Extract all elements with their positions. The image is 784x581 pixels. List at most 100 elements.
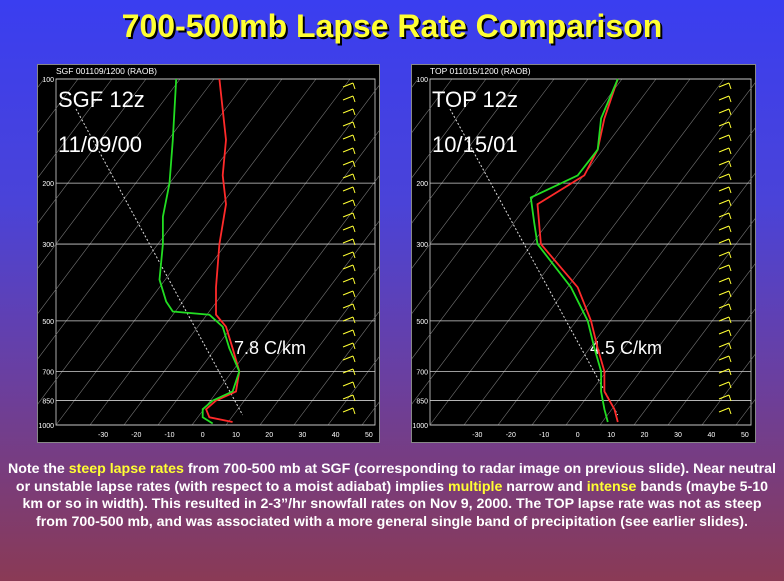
- pressure-tick-label: 1000: [38, 423, 54, 430]
- wind-barb-icon: [342, 212, 356, 220]
- wind-barb-icon: [342, 238, 356, 246]
- wind-barb-icon: [342, 173, 356, 181]
- wind-barb-icon: [718, 277, 732, 285]
- temperature-tick-label: 10: [607, 432, 615, 439]
- top-skewt-chart: 100 200 300 500 700 850 1000 -30 -20 -10 0 10 20 30 40…: [411, 64, 756, 443]
- page-title: 700-500mb Lapse Rate Comparison: [121, 8, 663, 44]
- wind-barb-icon: [718, 329, 732, 337]
- skew-isotherm: [599, 218, 755, 426]
- skew-isotherm: [38, 78, 283, 405]
- caption-highlight-steep: steep lapse rates: [68, 461, 184, 477]
- wind-barb-icon: [718, 186, 732, 194]
- wind-barb-icon: [342, 277, 356, 285]
- skew-isotherm: [565, 172, 755, 426]
- wind-barb-icon: [718, 407, 732, 415]
- wind-barb-icon: [718, 121, 732, 129]
- caption-part-4: bands (maybe 5-10 km or so in width). Th…: [22, 478, 769, 530]
- skew-isotherm: [38, 78, 181, 269]
- caption-highlight-intense: intense: [586, 478, 637, 495]
- wind-barb-icon: [718, 134, 732, 142]
- skew-isotherm: [463, 78, 725, 426]
- wind-barb-icon: [342, 160, 356, 168]
- temperature-tick-label: 50: [365, 432, 373, 439]
- lapse-rate-label: 4.5 C/km: [590, 338, 662, 358]
- temperature-tick-label: 50: [741, 432, 749, 439]
- sgf-skewt-chart: 100 200 300 500 700 850 1000 -30 -20 -10 0 10 20 30 40…: [37, 64, 380, 443]
- wind-barb-icon: [718, 173, 732, 181]
- wind-barb-icon: [718, 316, 732, 324]
- wind-barb-icon: [718, 290, 732, 298]
- skew-isotherm: [55, 78, 317, 426]
- wind-barb-icon: [718, 95, 732, 103]
- skew-isotherm: [38, 78, 147, 224]
- pressure-tick-label: 500: [42, 319, 54, 326]
- wind-barb-icon: [718, 251, 732, 259]
- wind-barb-icon: [718, 381, 732, 389]
- wind-barb-icon: [718, 303, 732, 311]
- wind-barb-icon: [342, 147, 356, 155]
- temperature-tick-label: 30: [674, 432, 682, 439]
- temperature-tick-label: -20: [131, 432, 141, 439]
- skew-isotherm: [89, 78, 351, 426]
- sounding-header: SGF 001109/1200 (RAOB): [56, 66, 157, 76]
- skew-isotherm: [701, 353, 755, 426]
- skew-isotherm: [38, 78, 249, 359]
- wind-barb-icon: [342, 225, 356, 233]
- sgf-skewt-svg: 100 200 300 500 700 850 1000 -30 -20 -10 0 10 20 30 40…: [38, 66, 379, 439]
- caption-part-2: from 700-500 mb at SGF (corresponding to…: [15, 461, 776, 495]
- wind-barb-icon: [342, 121, 356, 129]
- skew-isotherm: [38, 78, 113, 178]
- skew-isotherm: [225, 220, 379, 426]
- lapse-rate-label: 7.8 C/km: [234, 338, 306, 358]
- skew-isotherm: [412, 78, 657, 405]
- pressure-tick-label: 500: [416, 319, 428, 326]
- temperature-tick-label: 10: [232, 432, 240, 439]
- temperature-tick-label: 40: [708, 432, 716, 439]
- skew-isotherm: [327, 356, 379, 426]
- wind-barb-icon: [342, 316, 356, 324]
- pressure-tick-label: 100: [42, 77, 54, 84]
- wind-barb-icon: [718, 199, 732, 207]
- temperature-tick-label: 0: [576, 432, 580, 439]
- wind-barb-icon: [718, 368, 732, 376]
- skew-isotherm: [531, 127, 755, 426]
- wind-barb-icon: [718, 264, 732, 272]
- pressure-tick-label: 850: [42, 399, 54, 406]
- wind-barb-icon: [342, 134, 356, 142]
- pressure-tick-label: 200: [42, 181, 54, 188]
- skew-isotherm: [123, 85, 379, 426]
- skew-isotherm: [497, 82, 755, 426]
- station-label: SGF 12z: [58, 87, 145, 112]
- wind-barb-icon: [718, 108, 732, 116]
- pressure-tick-label: 300: [42, 242, 54, 249]
- skew-isotherm: [412, 78, 589, 314]
- wind-barb-icon: [718, 342, 732, 350]
- wind-barb-icon: [718, 212, 732, 220]
- skew-isotherm: [259, 266, 379, 426]
- pressure-tick-label: 100: [416, 77, 428, 84]
- pressure-tick-label: 200: [416, 181, 428, 188]
- wind-barb-icon: [342, 290, 356, 298]
- skew-isotherm: [412, 78, 487, 178]
- skew-isotherm: [191, 175, 379, 426]
- temperature-tick-label: -10: [164, 432, 174, 439]
- temperature-tick-label: 0: [201, 432, 205, 439]
- skew-isotherm: [361, 401, 379, 426]
- skew-isotherm: [412, 78, 521, 224]
- wind-barb-icon: [718, 238, 732, 246]
- wind-barb-icon: [342, 394, 356, 402]
- wind-barb-icon: [342, 381, 356, 389]
- wind-barb-icon: [718, 394, 732, 402]
- skew-isotherm: [293, 311, 379, 426]
- wind-barb-icon: [342, 303, 356, 311]
- wind-barb-icon: [718, 147, 732, 155]
- temperature-profile-line: [205, 78, 241, 423]
- wind-barb-icon: [342, 407, 356, 415]
- station-label: TOP 12z: [432, 87, 518, 112]
- skew-isotherm: [157, 130, 379, 426]
- skew-isotherm: [412, 78, 555, 269]
- pressure-tick-label: 700: [416, 369, 428, 376]
- date-label: 11/09/00: [58, 132, 142, 157]
- skew-isotherm: [633, 263, 755, 426]
- wind-barb-icon: [342, 95, 356, 103]
